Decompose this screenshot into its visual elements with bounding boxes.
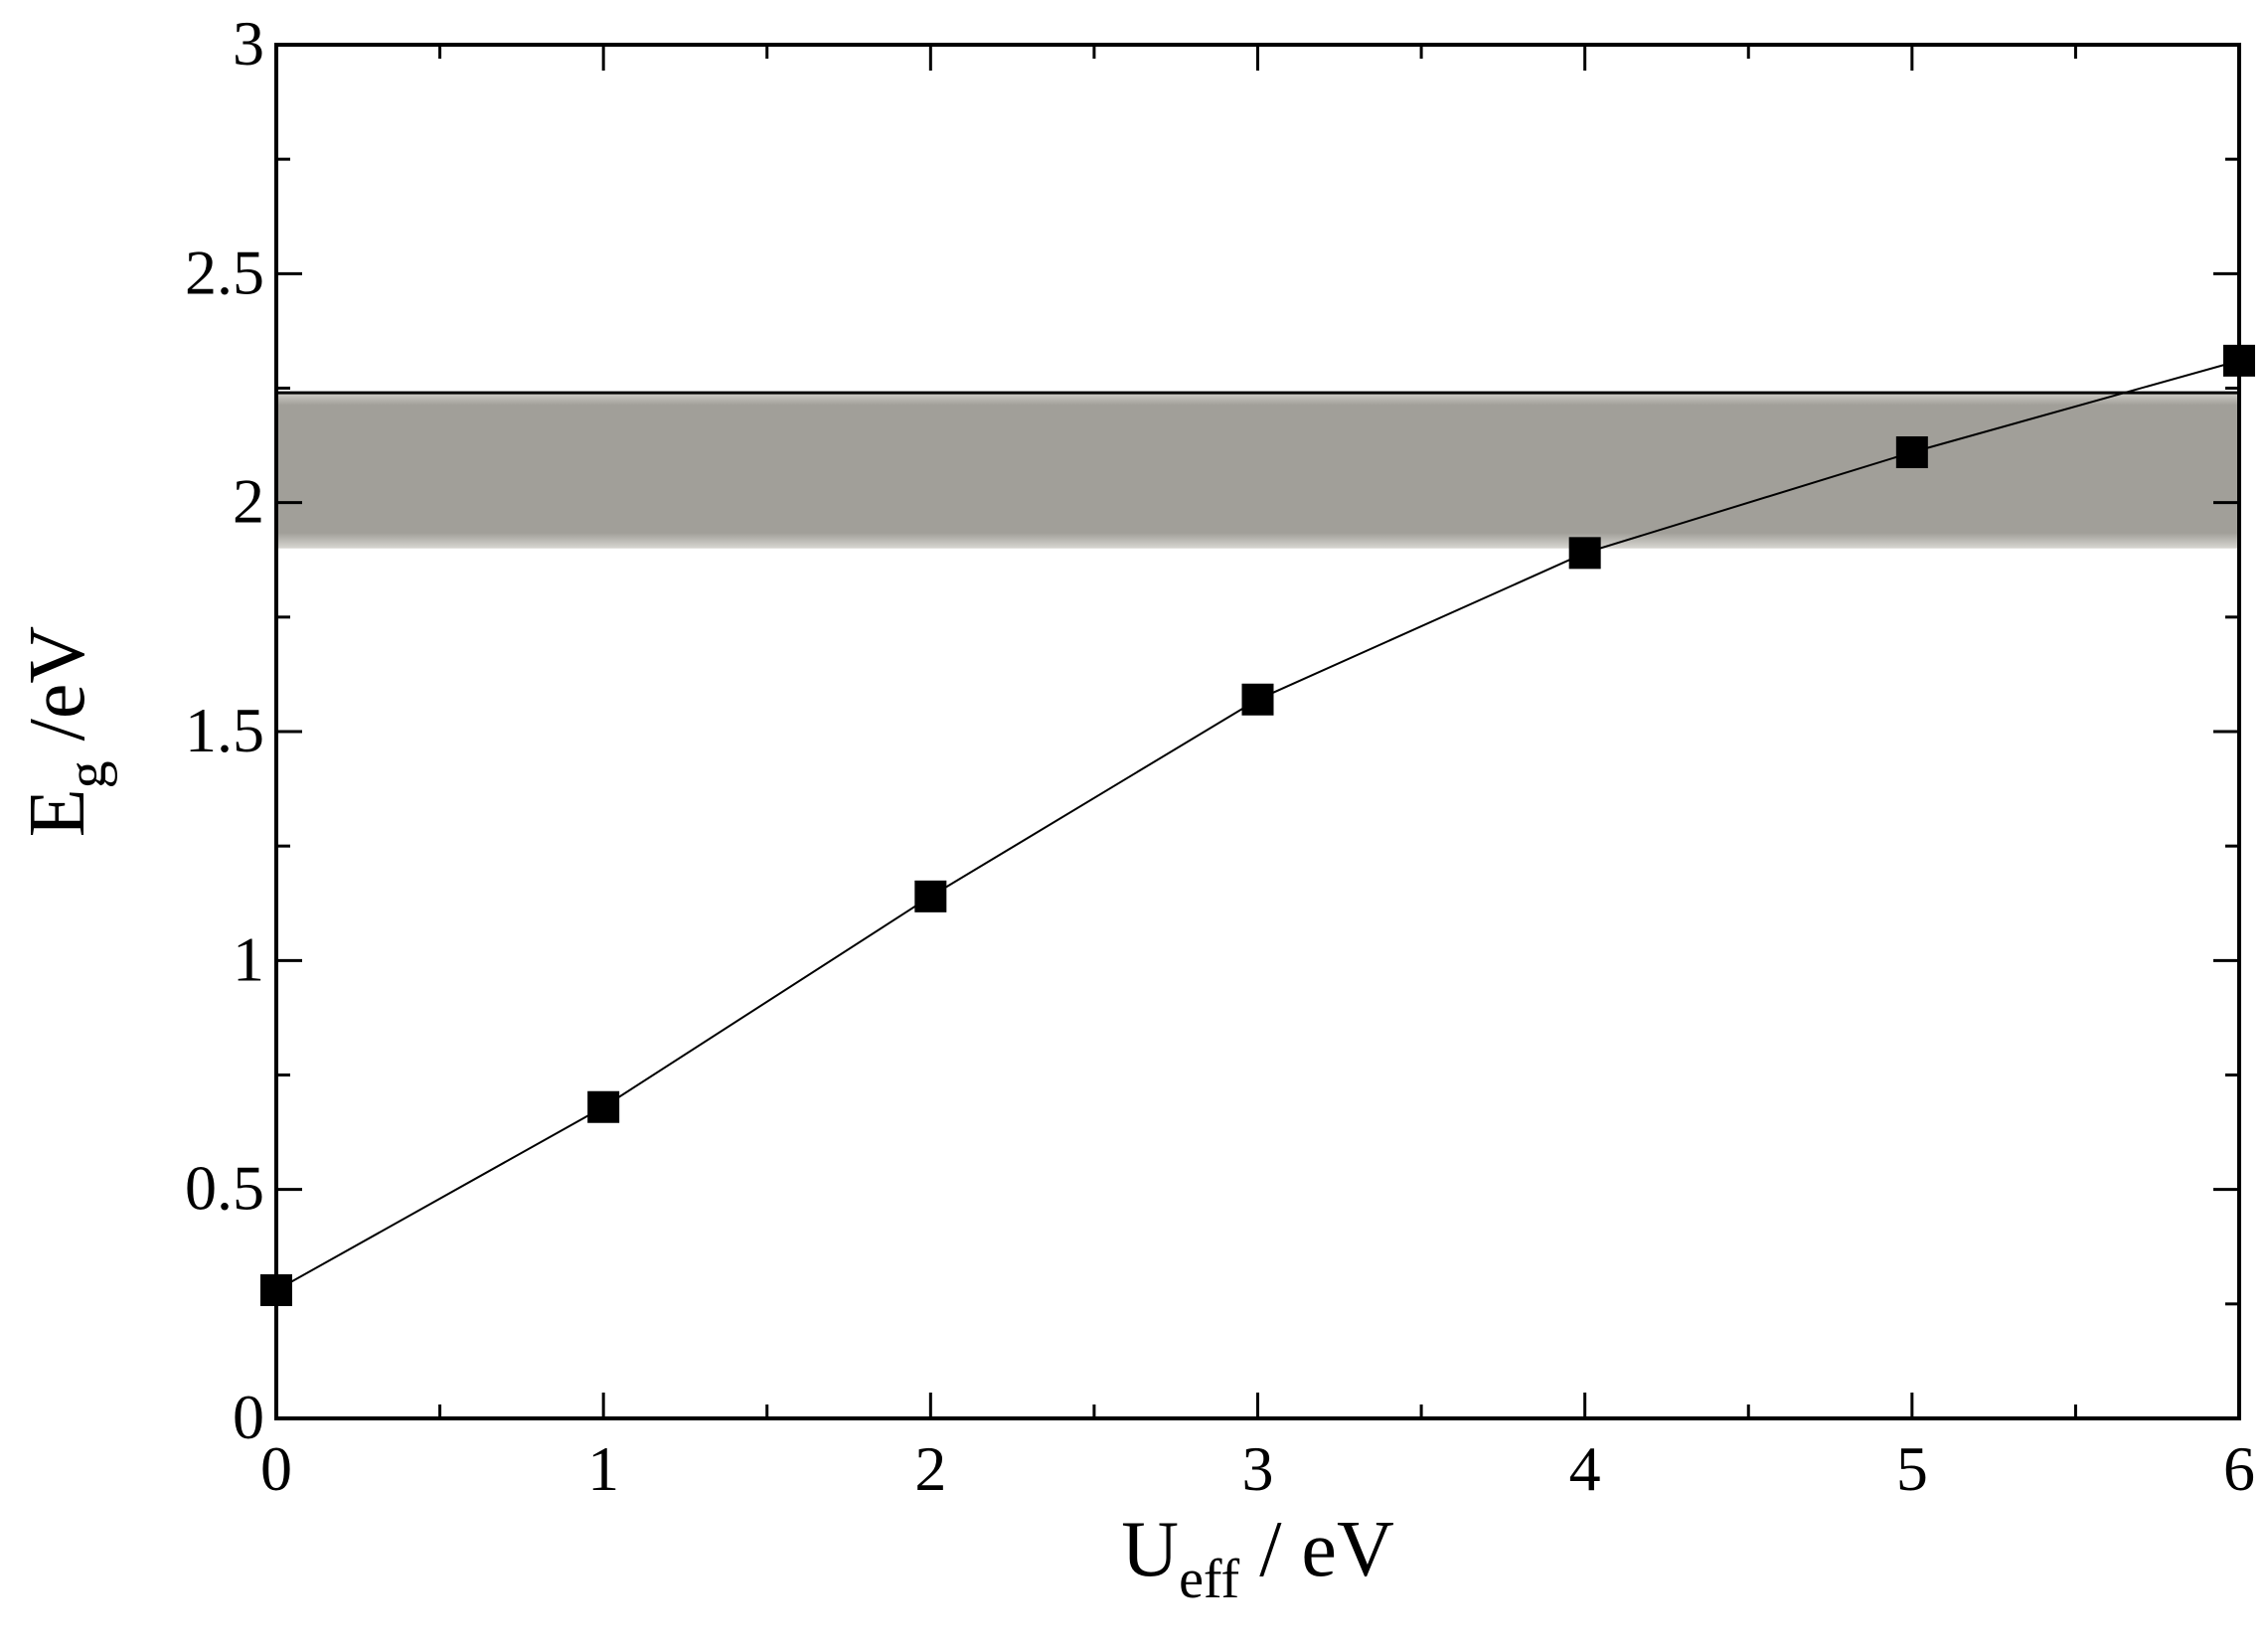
plot-frame (274, 43, 2241, 1420)
y-tick-label: 1.5 (185, 695, 264, 765)
y-tick-label: 0.5 (185, 1153, 264, 1224)
x-tick-label: 5 (1896, 1433, 1928, 1504)
data-point-marker (914, 880, 947, 912)
y-tick-label: 2 (233, 466, 264, 537)
data-point-marker (587, 1090, 620, 1123)
x-tick-label: 3 (1242, 1433, 1274, 1504)
y-tick-label: 2.5 (185, 237, 264, 307)
experimental-gap-band (276, 393, 2239, 549)
x-tick-label: 2 (914, 1433, 946, 1504)
x-tick-label: 6 (2223, 1433, 2255, 1504)
y-axis-title: Eg /eV (14, 626, 118, 837)
x-axis-title: Ueff / eV (1121, 1506, 1393, 1610)
x-tick-label: 0 (260, 1433, 292, 1504)
y-tick-label: 0 (233, 1382, 264, 1452)
data-point-marker (1568, 537, 1601, 570)
x-tick-label: 1 (587, 1433, 619, 1504)
data-point-marker (1241, 683, 1274, 716)
x-tick-label: 4 (1569, 1433, 1601, 1504)
y-tick-label: 3 (233, 8, 264, 79)
y-tick-label: 1 (233, 923, 264, 994)
data-point-marker (1895, 435, 1928, 468)
